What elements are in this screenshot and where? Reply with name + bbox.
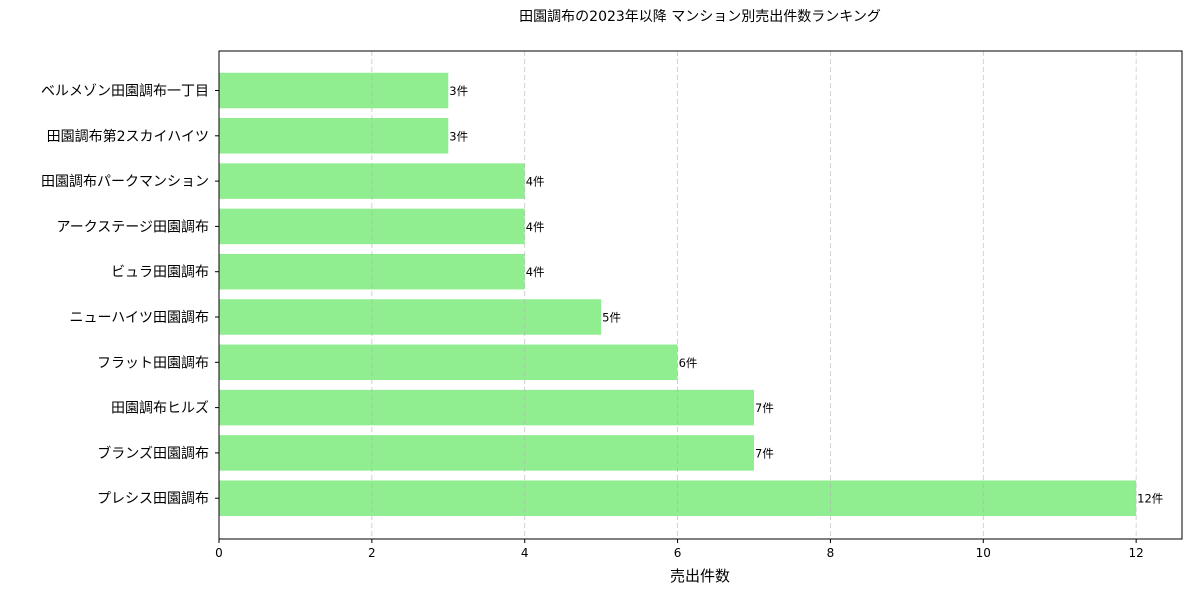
bar <box>219 299 602 335</box>
data-label: 3件 <box>449 129 468 143</box>
x-tick-label: 4 <box>521 546 529 560</box>
x-tick-label: 10 <box>976 546 991 560</box>
y-tick-label: ニューハイツ田園調布 <box>70 310 209 326</box>
y-tick-label: ブランズ田園調布 <box>97 445 209 462</box>
data-label: 4件 <box>526 220 545 234</box>
data-label: 6件 <box>679 356 698 370</box>
x-tick-label: 6 <box>674 546 682 560</box>
y-tick-label: 田園調布ヒルズ <box>111 401 209 417</box>
y-tick-label: ビュラ田園調布 <box>111 265 209 281</box>
x-tick-label: 2 <box>368 546 376 560</box>
y-tick-label: プレシス田園調布 <box>97 491 209 507</box>
data-label: 4件 <box>526 265 545 279</box>
data-label: 4件 <box>526 175 545 189</box>
y-tick-label: 田園調布パークマンション <box>41 174 209 190</box>
bar <box>219 344 678 381</box>
plot-frame <box>218 50 1183 540</box>
y-tick-label: アークステージ田園調布 <box>57 219 209 235</box>
x-tick-label: 0 <box>215 546 223 560</box>
data-label: 3件 <box>449 84 468 98</box>
data-label: 7件 <box>755 446 774 460</box>
y-tick-label: フラット田園調布 <box>97 355 209 371</box>
data-label: 5件 <box>602 311 621 325</box>
bar <box>219 389 754 426</box>
bar <box>219 72 449 109</box>
x-tick-label: 8 <box>827 546 835 560</box>
bar <box>219 118 449 154</box>
data-label: 7件 <box>755 401 774 415</box>
x-axis-label: 売出件数 <box>670 567 730 585</box>
x-tick-label: 12 <box>1129 546 1144 560</box>
y-tick-label: ベルメゾン田園調布一丁目 <box>41 84 209 100</box>
chart-title: 田園調布の2023年以降 マンション別売出件数ランキング <box>519 9 881 25</box>
bar <box>219 435 754 471</box>
data-label: 12件 <box>1137 492 1163 506</box>
y-tick-label: 田園調布第2スカイハイツ <box>47 128 209 145</box>
